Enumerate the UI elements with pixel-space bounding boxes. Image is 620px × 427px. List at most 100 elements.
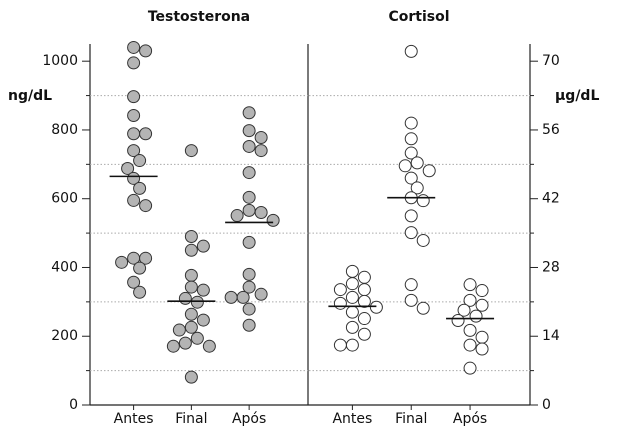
y-tick-label: 800 <box>51 122 78 138</box>
data-point <box>357 312 371 326</box>
y-tick-label: 42 <box>542 191 560 207</box>
data-point <box>333 296 347 310</box>
data-point <box>463 338 477 352</box>
data-point <box>404 146 418 160</box>
data-point <box>475 342 489 356</box>
data-point <box>457 303 471 317</box>
data-point <box>178 291 192 305</box>
data-point <box>410 181 424 195</box>
data-point <box>242 139 256 153</box>
data-point <box>254 287 268 301</box>
data-point <box>475 298 489 312</box>
data-point <box>133 154 147 168</box>
data-point <box>127 109 141 123</box>
data-point <box>333 338 347 352</box>
data-point <box>475 284 489 298</box>
data-point <box>254 131 268 145</box>
data-point <box>172 323 186 337</box>
data-point <box>266 213 280 227</box>
data-point <box>242 235 256 249</box>
data-point <box>242 124 256 138</box>
data-point <box>133 285 147 299</box>
data-point <box>230 209 244 223</box>
data-point <box>404 293 418 307</box>
data-point <box>469 309 483 323</box>
x-tick-label: Antes <box>114 411 154 427</box>
data-point <box>139 199 153 213</box>
data-point <box>404 171 418 185</box>
data-point <box>184 230 198 244</box>
data-point <box>139 251 153 265</box>
data-point <box>475 330 489 344</box>
data-point <box>115 255 129 269</box>
data-point <box>242 106 256 120</box>
data-point <box>254 144 268 158</box>
y-tick-label: 1000 <box>42 53 78 69</box>
data-point <box>254 205 268 219</box>
data-point <box>242 302 256 316</box>
y-tick-label: 28 <box>542 259 560 275</box>
data-point <box>410 156 424 170</box>
data-point <box>202 339 216 353</box>
data-point <box>184 243 198 257</box>
data-point <box>357 327 371 341</box>
data-point <box>345 320 359 334</box>
data-point <box>242 318 256 332</box>
data-point <box>404 209 418 223</box>
data-point <box>121 161 135 175</box>
data-point <box>357 270 371 284</box>
data-point <box>333 283 347 297</box>
data-point <box>184 307 198 321</box>
data-point <box>416 301 430 315</box>
x-tick-label: Antes <box>332 411 372 427</box>
x-tick-label: Após <box>232 411 266 427</box>
data-point <box>398 159 412 173</box>
data-point <box>133 261 147 275</box>
y-axis-label: µg/dL <box>555 88 599 104</box>
data-point <box>196 313 210 327</box>
data-point <box>422 164 436 178</box>
data-point <box>345 277 359 291</box>
data-point <box>133 181 147 195</box>
data-point <box>127 144 141 158</box>
data-point <box>404 132 418 146</box>
panel-title: Cortisol <box>388 9 449 25</box>
data-point <box>345 338 359 352</box>
y-axis-label: ng/dL <box>8 88 52 104</box>
data-point <box>463 278 477 292</box>
data-point <box>184 280 198 294</box>
data-point <box>369 300 383 314</box>
y-tick-label: 70 <box>542 53 560 69</box>
data-point <box>242 267 256 281</box>
data-point <box>184 320 198 334</box>
data-point <box>127 127 141 141</box>
data-point <box>416 194 430 208</box>
data-point <box>224 290 238 304</box>
y-tick-label: 0 <box>69 397 78 413</box>
data-point <box>463 361 477 375</box>
data-point <box>139 127 153 141</box>
data-point <box>127 56 141 70</box>
data-point <box>139 44 153 58</box>
data-point <box>184 370 198 384</box>
data-point <box>345 264 359 278</box>
y-tick-label: 600 <box>51 191 78 207</box>
data-point <box>184 144 198 158</box>
x-tick-label: Após <box>453 411 487 427</box>
data-point <box>242 280 256 294</box>
y-tick-label: 14 <box>542 328 560 344</box>
data-point <box>404 44 418 58</box>
data-point <box>357 283 371 297</box>
data-point <box>242 203 256 217</box>
data-point <box>242 190 256 204</box>
y-tick-label: 0 <box>542 397 551 413</box>
data-point <box>127 275 141 289</box>
y-tick-label: 400 <box>51 259 78 275</box>
data-point <box>127 90 141 104</box>
x-tick-label: Final <box>175 411 207 427</box>
data-point <box>404 226 418 240</box>
data-point <box>404 278 418 292</box>
data-point <box>190 295 204 309</box>
data-point <box>357 294 371 308</box>
